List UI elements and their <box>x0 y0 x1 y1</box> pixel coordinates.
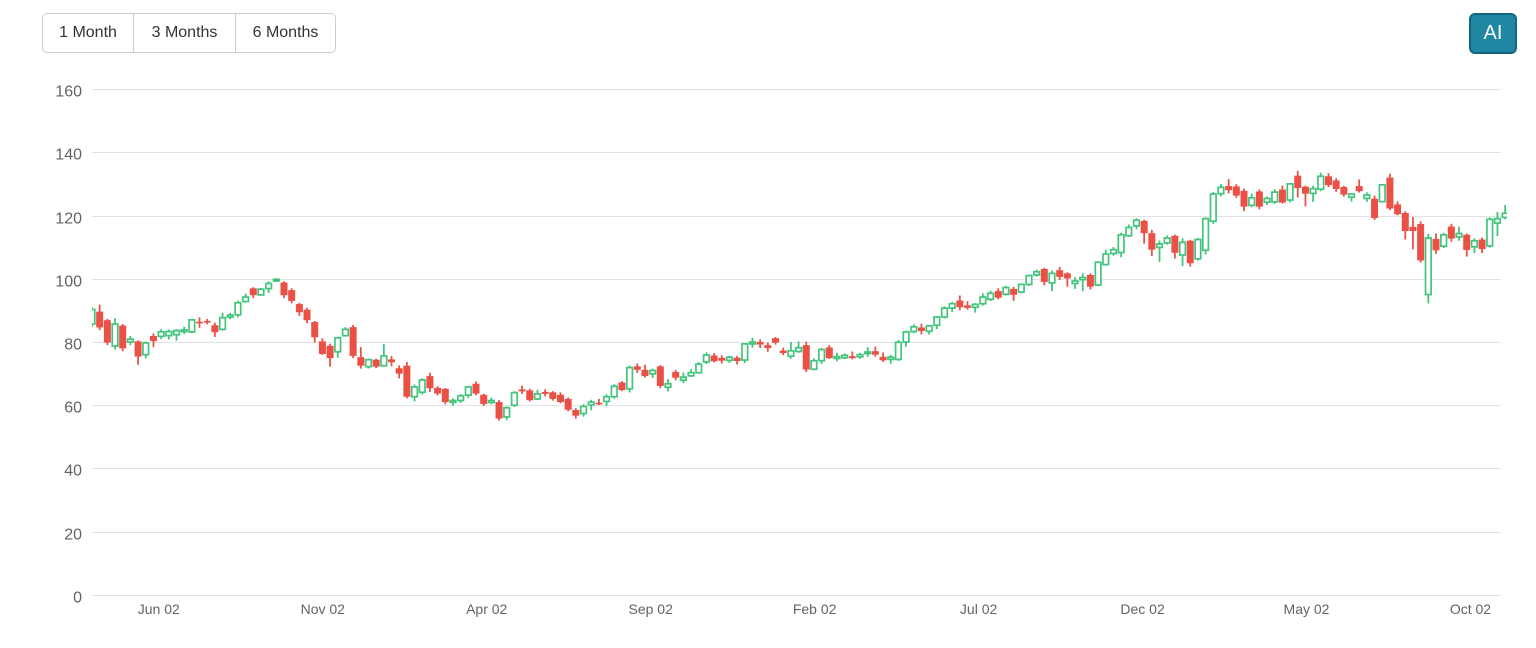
svg-text:120: 120 <box>55 211 82 228</box>
svg-text:40: 40 <box>64 463 82 480</box>
svg-text:Nov 02: Nov 02 <box>301 601 346 617</box>
svg-text:100: 100 <box>55 274 82 291</box>
svg-text:Sep 02: Sep 02 <box>628 601 673 617</box>
svg-text:140: 140 <box>55 147 82 164</box>
svg-text:80: 80 <box>64 337 82 354</box>
svg-text:Jul 02: Jul 02 <box>960 601 998 617</box>
svg-text:Jun 02: Jun 02 <box>138 601 180 617</box>
svg-text:20: 20 <box>64 527 82 544</box>
svg-text:0: 0 <box>73 590 82 607</box>
svg-text:160: 160 <box>55 84 82 101</box>
svg-text:Apr 02: Apr 02 <box>466 601 507 617</box>
svg-text:May 02: May 02 <box>1284 601 1330 617</box>
svg-text:Feb 02: Feb 02 <box>793 601 837 617</box>
svg-text:60: 60 <box>64 400 82 417</box>
svg-text:Dec 02: Dec 02 <box>1120 601 1165 617</box>
svg-text:Oct 02: Oct 02 <box>1450 601 1491 617</box>
